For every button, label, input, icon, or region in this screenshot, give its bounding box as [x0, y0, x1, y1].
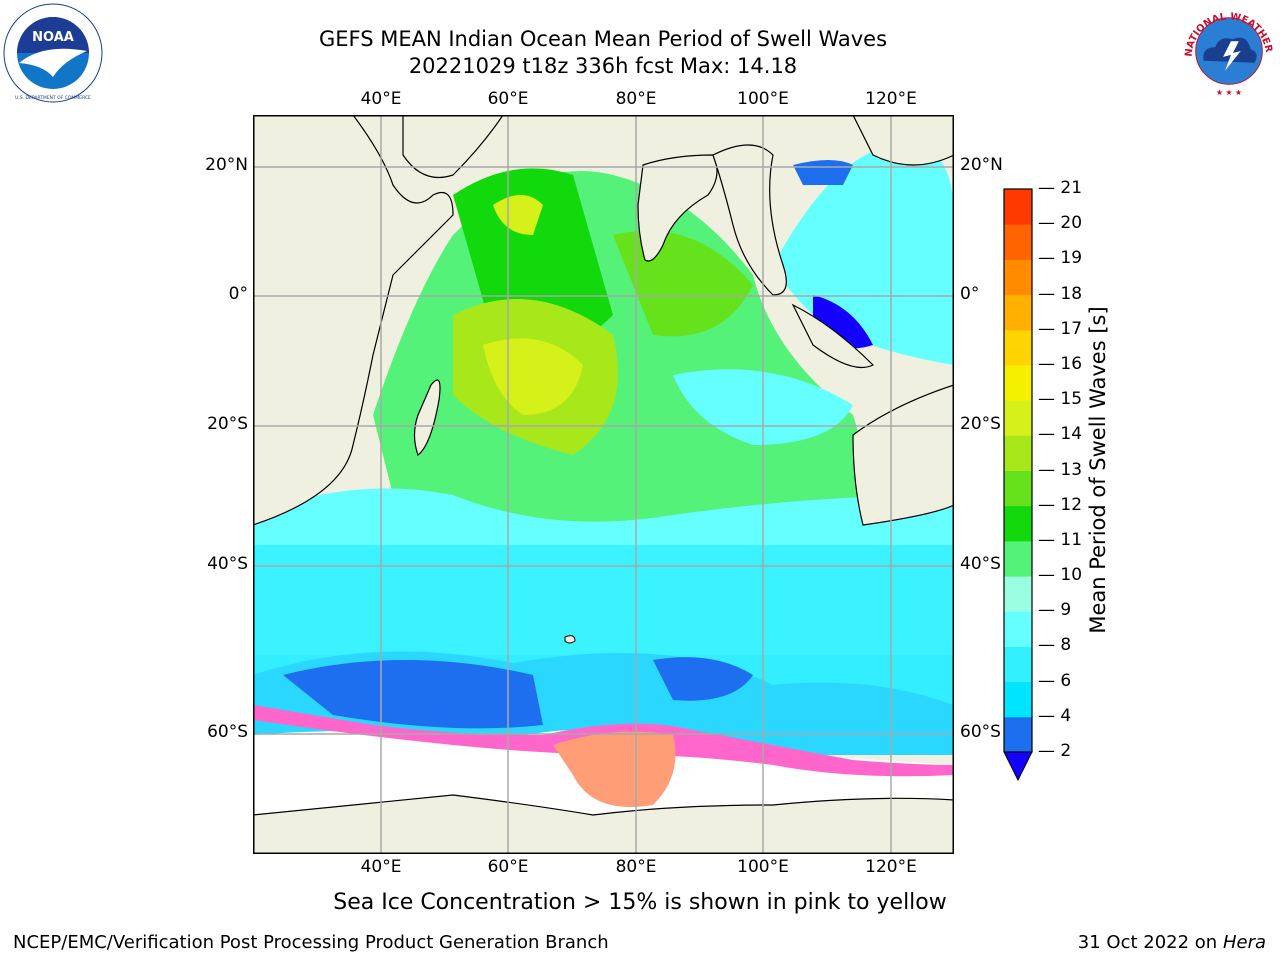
colorbar-segment — [1004, 505, 1032, 542]
colorbar-segment — [1004, 435, 1032, 471]
colorbar-tick-label: — 14 — [1038, 424, 1083, 445]
colorbar-tick-label: — 2 — [1038, 741, 1072, 761]
lon-label-bottom-60e: 60°E — [487, 857, 529, 877]
land-se-asia — [712, 144, 787, 296]
lon-label-top-40e: 40°E — [360, 89, 402, 109]
lon-label-bottom-40e: 40°E — [360, 857, 402, 877]
colorbar-label: Mean Period of Swell Waves [s] — [1086, 306, 1110, 634]
svg-text:★ ★ ★: ★ ★ ★ — [1216, 88, 1242, 97]
land-madagascar — [413, 379, 441, 456]
colorbar-tick-label: — 19 — [1038, 248, 1083, 269]
footer-date: 31 Oct 2022 on — [1077, 932, 1223, 953]
lat-label-right-60s: 60°S — [960, 722, 1001, 742]
land-antarctica — [253, 794, 954, 854]
lon-label-bottom-100e: 100°E — [737, 857, 789, 877]
footer-left: NCEP/EMC/Verification Post Processing Pr… — [13, 932, 609, 953]
lon-label-bottom-120e: 120°E — [865, 857, 917, 877]
footer-machine: Hera — [1222, 932, 1266, 953]
graticule — [253, 115, 954, 854]
colorbar-tick-label: — 6 — [1038, 670, 1072, 691]
colorbar-ticks: — 2 — 4 — 6 — 8 — 9 — 10 — 11 — 12 — 13 — 14 — 15 —… — [1038, 0, 1088, 960]
land-india — [637, 154, 718, 262]
lat-label-left-20s: 20°S — [207, 414, 248, 434]
colorbar — [1003, 188, 1033, 782]
field-blue-south — [283, 660, 543, 729]
colorbar-segment — [1004, 259, 1032, 296]
lat-label-right-0: 0° — [960, 284, 980, 304]
colorbar-tick-label: — 12 — [1038, 494, 1083, 515]
colorbar-tick-label: — 13 — [1038, 459, 1083, 480]
colorbar-tick-label: — 21 — [1038, 178, 1083, 198]
lon-label-top-100e: 100°E — [737, 89, 789, 109]
nws-logo: NATIONAL WEATHER SERVICE ★ ★ ★ — [1180, 2, 1278, 100]
colorbar-segment — [1004, 400, 1032, 436]
colorbar-tick-label: — 16 — [1038, 353, 1083, 374]
colorbar-segment — [1004, 294, 1032, 331]
lon-label-top-60e: 60°E — [487, 89, 529, 109]
colorbar-segment — [1004, 364, 1032, 401]
lat-label-left-60s: 60°S — [207, 722, 248, 742]
colorbar-tick-label: — 4 — [1038, 705, 1072, 726]
colorbar-extend-triangle — [1003, 751, 1033, 782]
colorbar-tick-label: — 10 — [1038, 565, 1083, 586]
colorbar-segment — [1004, 716, 1032, 753]
colorbar-tick-label: — 15 — [1038, 389, 1083, 410]
footer-right: 31 Oct 2022 on Hera — [1078, 932, 1266, 953]
noaa-logo: NOAA U.S. DEPARTMENT OF COMMERCE — [3, 3, 103, 103]
sea-ice-note: Sea Ice Concentration > 15% is shown in … — [333, 890, 947, 915]
colorbar-tick-label: — 8 — [1038, 635, 1072, 656]
lon-label-top-120e: 120°E — [865, 89, 917, 109]
colorbar-segments — [1004, 189, 1032, 753]
lat-label-left-20n: 20°N — [205, 155, 248, 175]
colorbar-segment — [1004, 576, 1032, 612]
colorbar-segment — [1004, 470, 1032, 507]
colorbar-segment — [1004, 540, 1032, 577]
land-africa — [253, 115, 454, 526]
title-line-2: 20221029 t18z 336h fcst Max: 14.18 — [408, 54, 798, 78]
lat-label-left-0: 0° — [228, 284, 248, 304]
lat-label-right-20s: 20°S — [960, 414, 1001, 434]
colorbar-tick-label: — 11 — [1038, 529, 1083, 550]
colorbar-tick-label: — 9 — [1038, 600, 1072, 621]
colorbar-tick-label: — 18 — [1038, 283, 1083, 304]
lat-label-left-40s: 40°S — [207, 554, 248, 574]
title-line-1: GEFS MEAN Indian Ocean Mean Period of Sw… — [318, 27, 888, 51]
land-australia — [852, 384, 954, 526]
lon-label-bottom-80e: 80°E — [615, 857, 657, 877]
colorbar-tick-label: — 20 — [1038, 213, 1083, 234]
map-frame — [253, 115, 954, 854]
colorbar-segment — [1004, 224, 1032, 260]
colorbar-segment — [1004, 611, 1032, 647]
lat-label-right-40s: 40°S — [960, 554, 1001, 574]
colorbar-segment — [1004, 646, 1032, 683]
colorbar-segment — [1004, 681, 1032, 718]
lat-label-right-20n: 20°N — [960, 155, 1003, 175]
noaa-logo-text: NOAA — [32, 30, 74, 45]
swell-period-map — [253, 115, 954, 854]
svg-text:U.S. DEPARTMENT OF COMMERCE: U.S. DEPARTMENT OF COMMERCE — [15, 95, 91, 101]
colorbar-segment — [1004, 189, 1032, 225]
colorbar-segment — [1004, 329, 1032, 366]
lon-label-top-80e: 80°E — [615, 89, 657, 109]
colorbar-tick-label: — 17 — [1038, 318, 1083, 339]
